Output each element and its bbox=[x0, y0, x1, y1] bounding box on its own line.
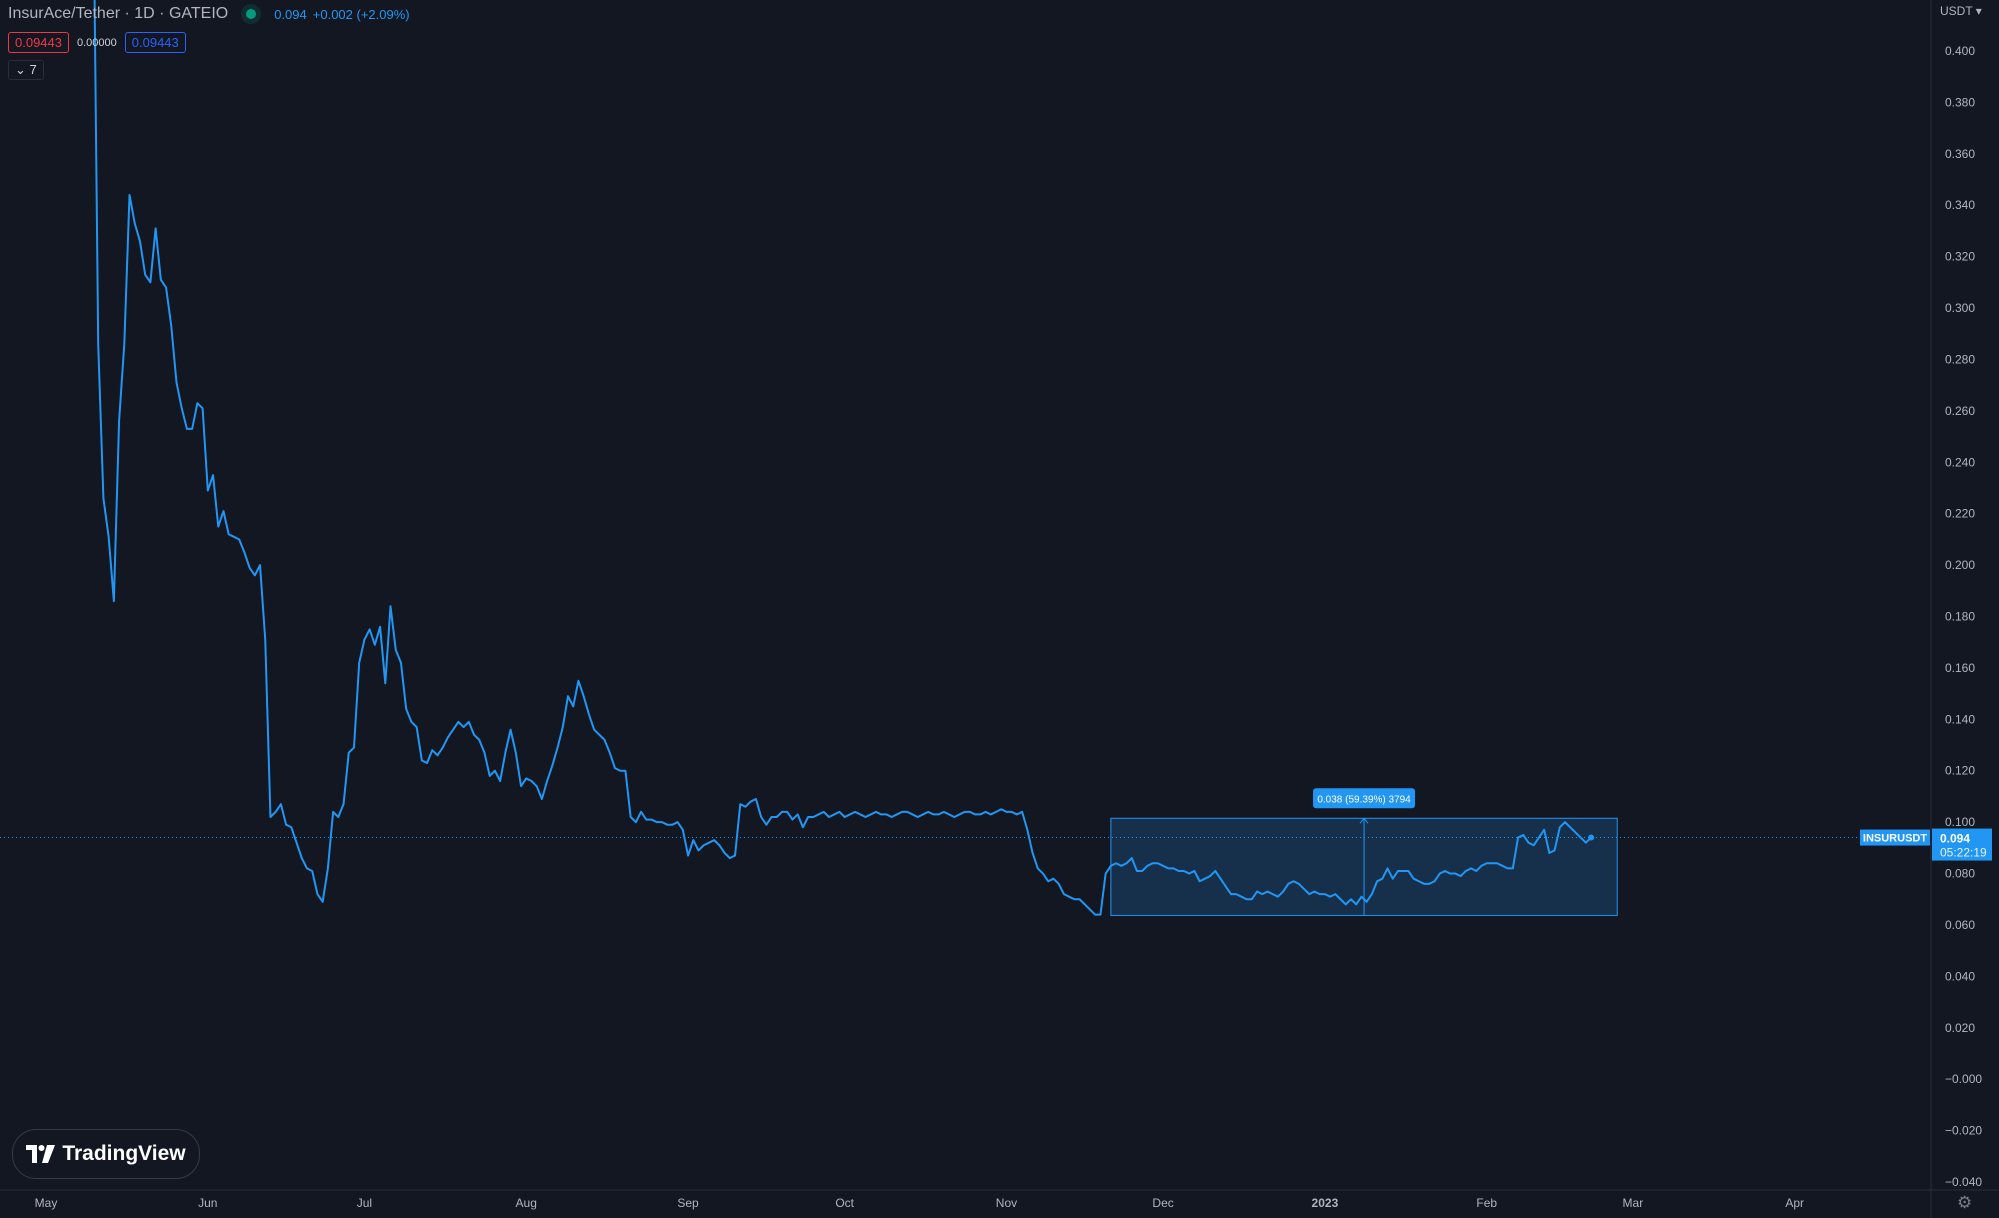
last-price: 0.094 bbox=[274, 6, 307, 22]
time-tick-label: Nov bbox=[996, 1196, 1017, 1210]
arrow-up-icon bbox=[1359, 817, 1369, 824]
price-label-bg bbox=[1932, 828, 1992, 861]
symbol-legend: InsurAce/Tether · 1D · GATEIO 0.094 +0.0… bbox=[8, 5, 410, 23]
last-point-marker bbox=[1588, 834, 1595, 841]
price-tick-label: 0.340 bbox=[1945, 198, 1975, 212]
time-tick-label: Jun bbox=[198, 1196, 217, 1210]
price-tick-label: 0.040 bbox=[1945, 969, 1975, 983]
price-tick-label: 0.160 bbox=[1945, 661, 1975, 675]
price-tick-label: −0.040 bbox=[1945, 1175, 1982, 1189]
price-tick-label: 0.220 bbox=[1945, 507, 1975, 521]
price-tick-label: 0.260 bbox=[1945, 404, 1975, 418]
settings-gear-icon[interactable]: ⚙ bbox=[1957, 1193, 1973, 1212]
tradingview-logo-icon bbox=[26, 1145, 56, 1163]
price-tick-label: 0.300 bbox=[1945, 301, 1975, 315]
collapse-indicators-button[interactable]: ⌄ 7 bbox=[8, 60, 44, 80]
price-tick-label: 0.240 bbox=[1945, 455, 1975, 469]
price-range-measure[interactable]: 0.038 (59.39%) 3794 bbox=[1110, 788, 1618, 916]
measure-label: 0.038 (59.39%) 3794 bbox=[1317, 794, 1411, 805]
buy-button[interactable]: 0.09443 bbox=[124, 32, 186, 53]
price-tick-label: 0.180 bbox=[1945, 610, 1975, 624]
time-tick-label: Feb bbox=[1476, 1196, 1497, 1210]
symbol-label-bg bbox=[1860, 829, 1930, 846]
price-tick-label: 0.200 bbox=[1945, 558, 1975, 572]
currency-selector[interactable]: USDT ▾ bbox=[1940, 4, 1982, 18]
currency-label: USDT bbox=[1940, 4, 1973, 18]
time-tick-label: Apr bbox=[1785, 1196, 1804, 1210]
symbol-label: INSURUSDT bbox=[1863, 833, 1927, 845]
price-tick-label: 0.320 bbox=[1945, 250, 1975, 264]
price-tick-label: 0.280 bbox=[1945, 352, 1975, 366]
chevron-down-icon: ⌄ bbox=[15, 62, 26, 77]
spread-value: 0.00000 bbox=[77, 36, 117, 49]
symbol-title[interactable]: InsurAce/Tether · 1D · GATEIO bbox=[8, 5, 229, 22]
price-tick-label: 0.400 bbox=[1945, 44, 1975, 58]
price-tick-label: 0.140 bbox=[1945, 712, 1975, 726]
time-tick-label: Dec bbox=[1152, 1196, 1173, 1210]
sell-button[interactable]: 0.09443 bbox=[8, 32, 69, 53]
price-tick-label: −0.020 bbox=[1945, 1124, 1982, 1138]
tradingview-logo[interactable]: TradingView bbox=[12, 1129, 200, 1179]
price-change: +0.002 (+2.09%) bbox=[312, 6, 410, 22]
logo-text: TradingView bbox=[62, 1142, 186, 1165]
chevron-down-icon: ▾ bbox=[1975, 4, 1982, 18]
time-axis[interactable]: May Jun Jul Aug Sep Oct Nov Dec 2023 Feb Mar Apr bbox=[35, 1196, 1804, 1210]
price-tick-label: 0.060 bbox=[1945, 918, 1975, 932]
current-price-label: 0.094 bbox=[1940, 832, 1970, 846]
time-tick-label: Jul bbox=[357, 1196, 372, 1210]
time-tick-label: Sep bbox=[677, 1196, 699, 1210]
bid-ask-row: 0.09443 0.00000 0.09443 bbox=[8, 32, 186, 53]
price-tick-label: 0.080 bbox=[1945, 867, 1975, 881]
time-tick-label: Mar bbox=[1623, 1196, 1644, 1210]
price-tick-label: 0.100 bbox=[1945, 815, 1975, 829]
price-tick-label: 0.380 bbox=[1945, 95, 1975, 109]
price-tick-label: 0.120 bbox=[1945, 764, 1975, 778]
time-tick-label: Oct bbox=[835, 1196, 854, 1210]
measure-label-bg bbox=[1313, 788, 1416, 809]
time-tick-label: May bbox=[35, 1196, 58, 1210]
market-open-dot-icon bbox=[246, 9, 257, 19]
time-tick-label: Aug bbox=[516, 1196, 537, 1210]
price-tick-label: 0.020 bbox=[1945, 1021, 1975, 1035]
price-tick-label: −0.000 bbox=[1945, 1072, 1982, 1086]
bar-countdown: 05:22:19 bbox=[1940, 846, 1987, 860]
price-axis[interactable]: 0.400 0.380 0.360 0.340 0.320 0.300 0.280 0.260… bbox=[1945, 44, 1982, 1189]
time-tick-label: 2023 bbox=[1312, 1196, 1339, 1210]
indicator-count: 7 bbox=[29, 62, 37, 77]
price-tick-label: 0.360 bbox=[1945, 147, 1975, 161]
price-line[interactable] bbox=[93, 0, 1592, 916]
